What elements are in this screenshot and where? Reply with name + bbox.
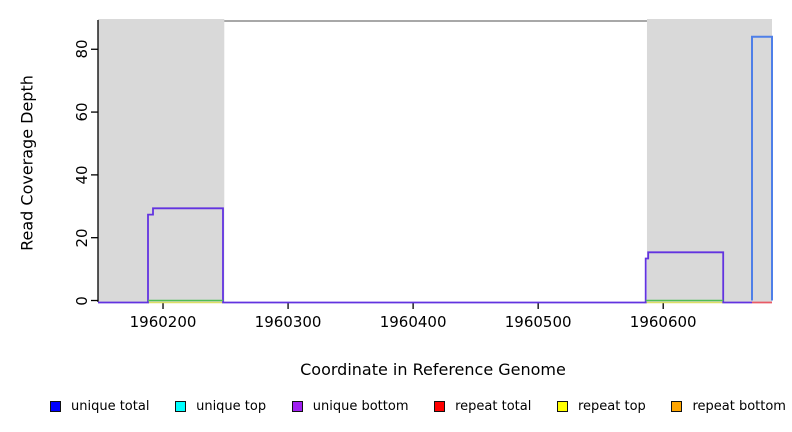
legend-label: repeat top bbox=[578, 399, 646, 414]
legend-swatch-icon bbox=[557, 401, 568, 412]
legend-label: unique total bbox=[71, 399, 150, 414]
y-tick-label: 0 bbox=[73, 295, 91, 306]
legend-swatch-icon bbox=[175, 401, 187, 412]
legend-swatch-icon bbox=[291, 401, 303, 412]
x-tick-label: 1960400 bbox=[379, 313, 447, 331]
series-unique-total-step-right-edge- bbox=[751, 35, 773, 301]
legend-label: repeat bottom bbox=[692, 399, 786, 414]
x-tick-label: 1960600 bbox=[629, 313, 697, 331]
x-axis-title: Coordinate in Reference Genome bbox=[300, 360, 566, 379]
repeat-region-shading bbox=[646, 19, 772, 302]
x-tick-label: 1960300 bbox=[254, 313, 322, 331]
x-tick-label: 1960200 bbox=[129, 313, 197, 331]
legend-swatch-icon bbox=[434, 401, 446, 412]
legend-label: repeat total bbox=[455, 399, 532, 414]
legend-item-repeat-total: repeat total bbox=[434, 399, 531, 414]
legend-label: unique top bbox=[196, 399, 267, 414]
legend-item-repeat-bottom: repeat bottom bbox=[671, 399, 786, 414]
legend-swatch-icon bbox=[50, 401, 61, 412]
legend-item-unique-total: unique total bbox=[50, 399, 149, 414]
y-tick-label: 40 bbox=[73, 165, 91, 185]
series-unique-bottom-coverage-trace bbox=[98, 207, 752, 304]
x-tick-label: 1960500 bbox=[504, 313, 572, 331]
y-tick-label: 60 bbox=[73, 102, 91, 122]
legend-label: unique bottom bbox=[312, 399, 409, 414]
legend-item-unique-top: unique top bbox=[175, 399, 266, 414]
y-tick-label: 80 bbox=[73, 39, 91, 59]
repeat-region-shading bbox=[98, 19, 225, 302]
y-axis-title: Read Coverage Depth bbox=[17, 75, 37, 251]
legend-item-repeat-top: repeat top bbox=[557, 399, 646, 414]
legend-swatch-icon bbox=[671, 401, 683, 412]
legend-item-unique-bottom: unique bottom bbox=[291, 399, 409, 414]
y-tick-label: 20 bbox=[73, 228, 91, 248]
legend: unique total unique top unique bottom repea… bbox=[50, 399, 786, 414]
